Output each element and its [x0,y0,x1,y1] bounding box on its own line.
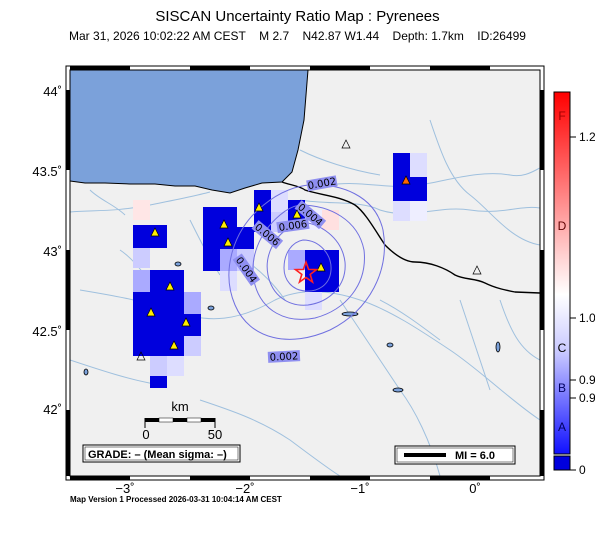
mi-legend: MI = 6.0 [394,445,516,465]
station-icon[interactable] [136,351,146,361]
grade-letter: D [558,219,567,233]
processing-footer: Map Version 1 Processed 2026-03-31 10:04… [70,495,282,504]
colorbar-value: 1.0 [579,311,595,325]
event-id: ID:26499 [477,29,526,43]
event-info: Mar 31, 2026 10:02:22 AM CEST M 2.7 N42.… [0,29,595,43]
lon-label: −3˚ [115,481,134,496]
station-icon[interactable] [341,139,351,149]
lat-label: 42˚ [43,402,62,417]
station-icon[interactable] [316,262,326,272]
grade-text: GRADE: – (Mean sigma: –) [88,449,227,461]
event-location: N42.87 W1.44 [302,29,380,43]
event-depth: Depth: 1.7km [392,29,464,43]
grade-letter: A [558,420,566,434]
grade-box: GRADE: – (Mean sigma: –) [82,444,241,463]
station-icon[interactable] [146,307,156,317]
lakes [83,261,501,393]
event-datetime: Mar 31, 2026 10:02:22 AM CEST [69,29,246,43]
station-icon[interactable] [150,227,160,237]
lat-label: 42.5˚ [32,324,62,339]
lon-label: −2˚ [235,481,254,496]
lat-label: 43.5˚ [32,164,62,179]
station-icon[interactable] [165,281,175,291]
grade-letter: B [558,381,566,395]
lat-label: 43˚ [43,244,62,259]
ocean [70,70,309,194]
station-icon[interactable] [472,265,482,275]
contour-label-5: 0.006 [278,219,308,234]
scale-tick-50: 50 [208,427,222,442]
station-icon[interactable] [401,175,411,185]
station-icon[interactable] [181,317,191,327]
uncertainty-grid [133,153,427,388]
lon-label: 0˚ [469,481,481,496]
colorbar: F D C B A 1.2 1.0 0.9 0.9 0 [553,91,595,477]
map-canvas[interactable]: 0.002 0.004 0.006 0.004 0.006 0.002 [70,70,540,476]
contours [228,184,385,340]
map-frame [65,65,545,481]
map-title: SISCAN Uncertainty Ratio Map : Pyrenees [155,8,440,25]
grade-letter: C [558,341,567,355]
event-magnitude: M 2.7 [259,29,290,43]
grade-letter: F [558,109,565,123]
epicenter-star-icon[interactable] [293,259,319,284]
mi-legend-label: MI = 6.0 [455,450,495,462]
scale-bar: km 0 50 [142,399,222,442]
contour-label-1: 0.002 [307,176,337,192]
lat-label: 44˚ [43,84,62,99]
contour-label-6: 0.002 [269,351,298,363]
scale-unit: km [171,399,188,414]
station-icon[interactable] [254,202,264,212]
station-icon[interactable] [223,237,233,247]
colorbar-value: 1.2 [579,130,595,144]
station-icon[interactable] [169,340,179,350]
lon-label: −1˚ [350,481,369,496]
station-icon[interactable] [292,209,302,219]
colorbar-value: 0.9 [579,391,595,405]
longitude-labels: −3˚ −2˚ −1˚ 0˚ [115,481,480,496]
scale-tick-0: 0 [142,427,149,442]
latitude-labels: 44˚ 43.5˚ 43˚ 42.5˚ 42˚ [32,84,62,417]
colorbar-value: 0.9 [579,373,595,387]
station-icon[interactable] [219,219,229,229]
stations [136,139,482,361]
colorbar-value: 0 [579,463,586,477]
national-border [281,181,540,294]
